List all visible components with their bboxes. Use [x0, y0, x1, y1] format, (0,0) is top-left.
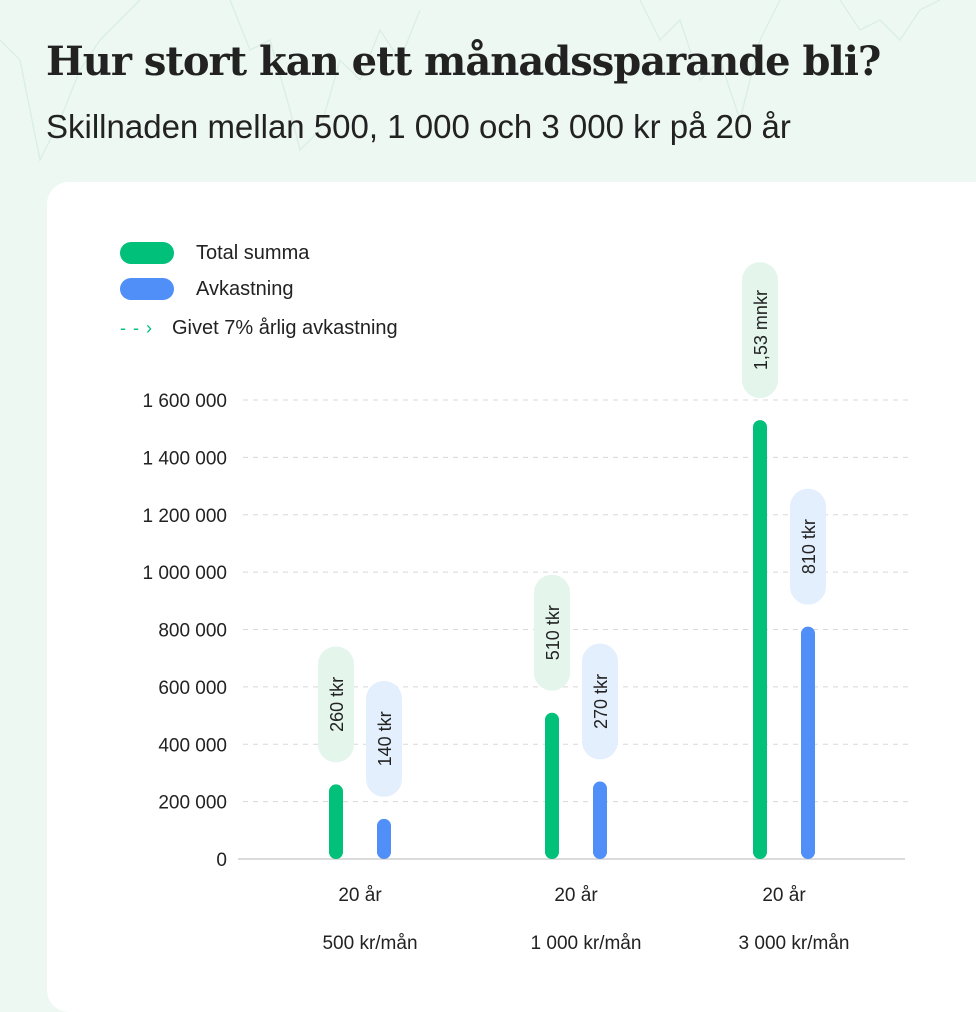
- legend-label-total: Total summa: [196, 241, 310, 264]
- data-label: 1,53 mnkr: [751, 290, 771, 370]
- legend-item-return: Avkastning: [120, 271, 398, 307]
- dashed-arrow-icon: - - ›: [120, 318, 153, 338]
- y-tick-label: 800 000: [158, 621, 227, 642]
- y-tick-label: 1 400 000: [142, 448, 227, 469]
- legend-note-text: Givet 7% årlig avkastning: [172, 317, 398, 339]
- x-period-label: 20 år: [338, 885, 382, 906]
- legend-note: - - › Givet 7% årlig avkastning: [120, 317, 398, 340]
- legend-swatch-return: [120, 278, 174, 300]
- data-label-pill: [318, 646, 354, 763]
- y-tick-label: 1 600 000: [142, 391, 227, 412]
- data-label-pill: [790, 488, 826, 605]
- x-period-label: 20 år: [554, 885, 598, 906]
- data-label: 140 tkr: [375, 711, 395, 766]
- data-label: 510 tkr: [543, 605, 563, 660]
- data-label-pill: [742, 262, 778, 399]
- x-category-label: 500 kr/mån: [322, 933, 417, 954]
- data-label-pill: [582, 643, 618, 760]
- background-decoration: [0, 0, 941, 163]
- y-tick-label: 200 000: [158, 793, 227, 814]
- data-label: 270 tkr: [591, 674, 611, 729]
- legend-label-return: Avkastning: [196, 277, 294, 300]
- page-subtitle: Skillnaden mellan 500, 1 000 och 3 000 k…: [46, 108, 791, 145]
- x-category-label: 3 000 kr/mån: [739, 933, 850, 954]
- x-category-label: 1 000 kr/mån: [531, 933, 642, 954]
- y-tick-label: 1 200 000: [142, 506, 227, 527]
- x-period-label: 20 år: [762, 885, 806, 906]
- data-label: 260 tkr: [327, 677, 347, 732]
- bar-total: [545, 712, 559, 859]
- page-title: Hur stort kan ett månadssparande bli?: [46, 38, 881, 85]
- legend-item-total: Total summa: [120, 235, 398, 271]
- bar-return: [801, 626, 815, 859]
- y-tick-label: 1 000 000: [142, 563, 227, 584]
- bar-return: [593, 781, 607, 859]
- legend-swatch-total: [120, 242, 174, 264]
- data-label: 810 tkr: [799, 519, 819, 574]
- data-label-pill: [366, 680, 402, 797]
- bar-return: [377, 818, 391, 859]
- y-tick-label: 400 000: [158, 735, 227, 756]
- data-label-pill: [534, 574, 570, 691]
- y-tick-label: 0: [216, 850, 227, 871]
- legend: Total summa Avkastning - - › Givet 7% år…: [120, 235, 398, 340]
- bar-total: [753, 420, 767, 859]
- bar-total: [329, 784, 343, 859]
- y-tick-label: 600 000: [158, 678, 227, 699]
